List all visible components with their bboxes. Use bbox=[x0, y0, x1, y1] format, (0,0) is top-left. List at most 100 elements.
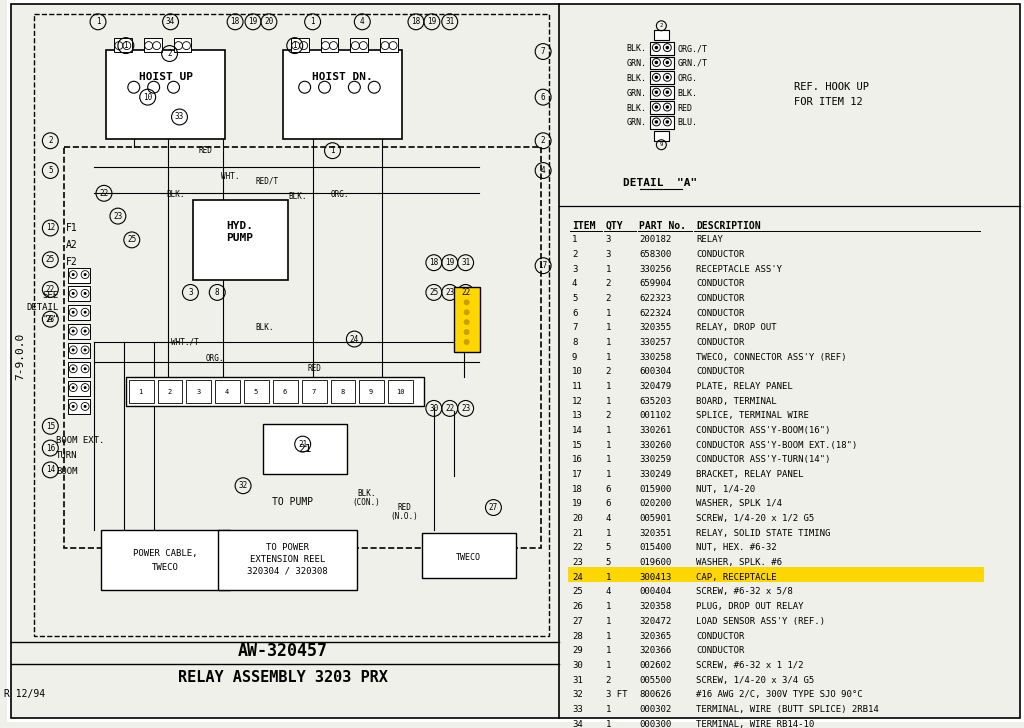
Bar bbox=[359, 380, 384, 403]
Circle shape bbox=[464, 319, 470, 325]
Text: #16 AWG 2/C, 300V TYPE SJO 90°C: #16 AWG 2/C, 300V TYPE SJO 90°C bbox=[696, 690, 863, 699]
Bar bbox=[350, 38, 369, 52]
Text: RED: RED bbox=[199, 146, 212, 155]
Bar bbox=[272, 380, 298, 403]
Text: 3: 3 bbox=[188, 288, 193, 297]
Text: 6: 6 bbox=[541, 92, 546, 102]
Text: 14: 14 bbox=[46, 465, 55, 475]
Text: 2: 2 bbox=[659, 23, 663, 28]
Text: 20: 20 bbox=[264, 17, 273, 26]
Text: 330259: 330259 bbox=[640, 456, 672, 464]
Text: ORG.: ORG. bbox=[206, 355, 224, 363]
Text: 1: 1 bbox=[606, 382, 611, 391]
Circle shape bbox=[464, 329, 470, 335]
Text: 28: 28 bbox=[572, 631, 583, 641]
Text: BLK.: BLK. bbox=[357, 489, 376, 498]
Text: 1: 1 bbox=[572, 235, 578, 245]
Text: BLK.: BLK. bbox=[627, 44, 646, 53]
Text: ITEM: ITEM bbox=[572, 221, 595, 231]
Text: 320355: 320355 bbox=[640, 323, 672, 333]
Text: 2: 2 bbox=[606, 411, 611, 421]
Text: 8: 8 bbox=[572, 338, 578, 347]
Circle shape bbox=[72, 330, 75, 333]
Text: SEE: SEE bbox=[42, 291, 58, 300]
Bar bbox=[65, 147, 541, 548]
Text: CONDUCTOR: CONDUCTOR bbox=[696, 631, 744, 641]
Text: RELAY ASSEMBLY 3203 PRX: RELAY ASSEMBLY 3203 PRX bbox=[178, 670, 388, 684]
Text: 17: 17 bbox=[539, 261, 548, 270]
Circle shape bbox=[666, 106, 669, 109]
Text: FOR ITEM 12: FOR ITEM 12 bbox=[795, 97, 863, 107]
Text: TWECO: TWECO bbox=[456, 553, 481, 561]
Bar bbox=[129, 380, 154, 403]
Text: 2: 2 bbox=[572, 250, 578, 259]
Bar bbox=[218, 530, 357, 590]
Text: HOIST DN.: HOIST DN. bbox=[312, 72, 373, 82]
Text: BOARD, TERMINAL: BOARD, TERMINAL bbox=[696, 397, 777, 405]
Text: 3: 3 bbox=[606, 235, 611, 245]
Text: 19: 19 bbox=[445, 258, 455, 267]
Text: 300413: 300413 bbox=[640, 573, 672, 582]
Text: 1: 1 bbox=[606, 646, 611, 655]
Text: 1: 1 bbox=[124, 41, 128, 50]
Text: RED: RED bbox=[307, 364, 322, 373]
Bar bbox=[215, 380, 240, 403]
Bar bbox=[422, 534, 516, 578]
Text: CONDUCTOR ASS'Y-BOOM EXT.(18"): CONDUCTOR ASS'Y-BOOM EXT.(18") bbox=[696, 440, 857, 450]
Text: 1: 1 bbox=[606, 705, 611, 714]
Bar bbox=[173, 38, 191, 52]
Text: DESCRIPTION: DESCRIPTION bbox=[696, 221, 761, 231]
Text: 1: 1 bbox=[606, 426, 611, 435]
Circle shape bbox=[464, 299, 470, 305]
Text: RELAY, SOLID STATE TIMING: RELAY, SOLID STATE TIMING bbox=[696, 529, 830, 538]
Text: 1: 1 bbox=[606, 265, 611, 274]
Circle shape bbox=[654, 90, 658, 94]
Text: 019600: 019600 bbox=[640, 558, 672, 567]
Text: 30: 30 bbox=[572, 661, 583, 670]
Text: (N.O.): (N.O.) bbox=[390, 512, 418, 521]
Text: RED: RED bbox=[397, 503, 411, 512]
Text: 22: 22 bbox=[461, 288, 470, 297]
Circle shape bbox=[666, 120, 669, 124]
Text: 25: 25 bbox=[429, 288, 438, 297]
Text: 29: 29 bbox=[572, 646, 583, 655]
Text: TERMINAL, WIRE (BUTT SPLICE) 2RB14: TERMINAL, WIRE (BUTT SPLICE) 2RB14 bbox=[696, 705, 879, 714]
Text: 2: 2 bbox=[168, 389, 172, 395]
Bar bbox=[69, 343, 90, 358]
Text: TERMINAL, WIRE RB14-10: TERMINAL, WIRE RB14-10 bbox=[696, 719, 814, 728]
Text: AW-320457: AW-320457 bbox=[238, 642, 328, 660]
Text: 30: 30 bbox=[429, 404, 438, 413]
Text: 330249: 330249 bbox=[640, 470, 672, 479]
Text: RELAY, DROP OUT: RELAY, DROP OUT bbox=[696, 323, 777, 333]
Bar bbox=[454, 288, 479, 352]
Text: 5: 5 bbox=[48, 166, 52, 175]
Text: F2: F2 bbox=[67, 257, 78, 266]
Text: 015400: 015400 bbox=[640, 544, 672, 553]
Text: 1: 1 bbox=[606, 602, 611, 612]
Text: CONDUCTOR ASS'Y-BOOM(16"): CONDUCTOR ASS'Y-BOOM(16") bbox=[696, 426, 830, 435]
Text: 22: 22 bbox=[572, 544, 583, 553]
Text: 001102: 001102 bbox=[640, 411, 672, 421]
Text: TWECO, CONNECTOR ASS'Y (REF): TWECO, CONNECTOR ASS'Y (REF) bbox=[696, 353, 847, 362]
Text: 15: 15 bbox=[572, 440, 583, 450]
Text: 1: 1 bbox=[606, 661, 611, 670]
Circle shape bbox=[666, 46, 669, 50]
Text: 330258: 330258 bbox=[640, 353, 672, 362]
Text: 32: 32 bbox=[572, 690, 583, 699]
Bar bbox=[101, 530, 230, 590]
Bar bbox=[69, 268, 90, 282]
Text: SCREW, 1/4-20 x 3/4 G5: SCREW, 1/4-20 x 3/4 G5 bbox=[696, 676, 814, 684]
Text: 4: 4 bbox=[360, 17, 365, 26]
Text: 658300: 658300 bbox=[640, 250, 672, 259]
Text: 16: 16 bbox=[572, 456, 583, 464]
Text: 3: 3 bbox=[606, 250, 611, 259]
Text: 6: 6 bbox=[572, 309, 578, 317]
Text: 1: 1 bbox=[606, 309, 611, 317]
Text: 320366: 320366 bbox=[640, 646, 672, 655]
Circle shape bbox=[666, 90, 669, 94]
Circle shape bbox=[666, 76, 669, 79]
Text: 659904: 659904 bbox=[640, 280, 672, 288]
Text: 5: 5 bbox=[254, 389, 258, 395]
Circle shape bbox=[666, 60, 669, 64]
Text: 22: 22 bbox=[445, 404, 455, 413]
